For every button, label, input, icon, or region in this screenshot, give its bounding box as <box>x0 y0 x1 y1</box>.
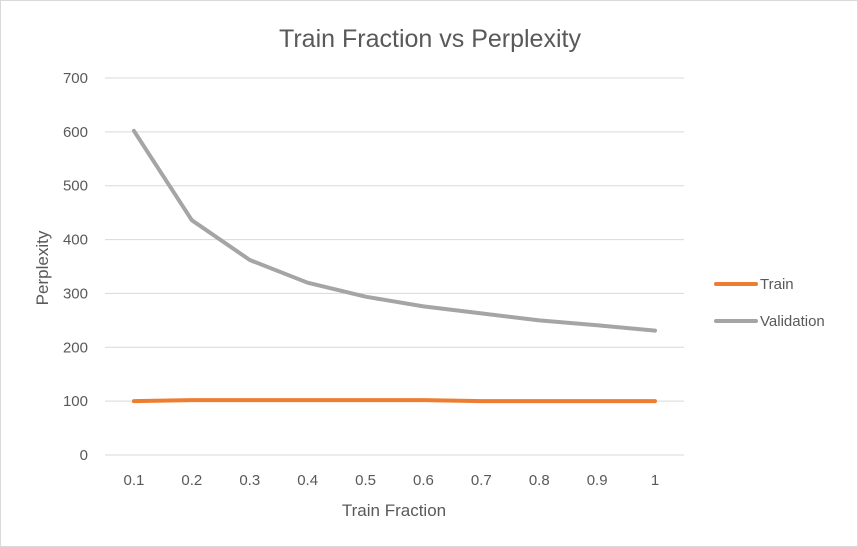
legend-label-validation: Validation <box>760 313 825 330</box>
y-tick-label: 0 <box>80 447 88 464</box>
x-tick-label: 0.6 <box>413 472 434 489</box>
x-tick-label: 0.9 <box>587 472 608 489</box>
y-axis-ticks: 0 100 200 300 400 500 600 700 <box>63 70 88 464</box>
x-tick-label: 0.4 <box>297 472 318 489</box>
y-tick-label: 500 <box>63 178 88 195</box>
y-tick-label: 600 <box>63 124 88 141</box>
x-tick-label: 0.1 <box>124 472 145 489</box>
series-line-validation <box>131 128 657 333</box>
x-axis-ticks: 0.1 0.2 0.3 0.4 0.5 0.6 0.7 0.8 0.9 1 <box>124 472 660 489</box>
x-tick-label: 0.2 <box>181 472 202 489</box>
y-tick-label: 400 <box>63 232 88 249</box>
x-tick-label: 1 <box>651 472 659 489</box>
series-line-train <box>131 398 657 404</box>
x-axis-title: Train Fraction <box>342 501 446 520</box>
legend: Train Validation <box>714 276 825 330</box>
x-tick-label: 0.8 <box>529 472 550 489</box>
series-layer <box>131 128 657 404</box>
y-axis-title: Perplexity <box>33 230 52 305</box>
chart-title: Train Fraction vs Perplexity <box>279 25 581 53</box>
x-tick-label: 0.7 <box>471 472 492 489</box>
x-tick-label: 0.5 <box>355 472 376 489</box>
legend-label-train: Train <box>760 276 794 293</box>
y-tick-label: 200 <box>63 339 88 356</box>
y-tick-label: 700 <box>63 70 88 87</box>
y-tick-label: 100 <box>63 393 88 410</box>
y-tick-label: 300 <box>63 285 88 302</box>
x-tick-label: 0.3 <box>239 472 260 489</box>
